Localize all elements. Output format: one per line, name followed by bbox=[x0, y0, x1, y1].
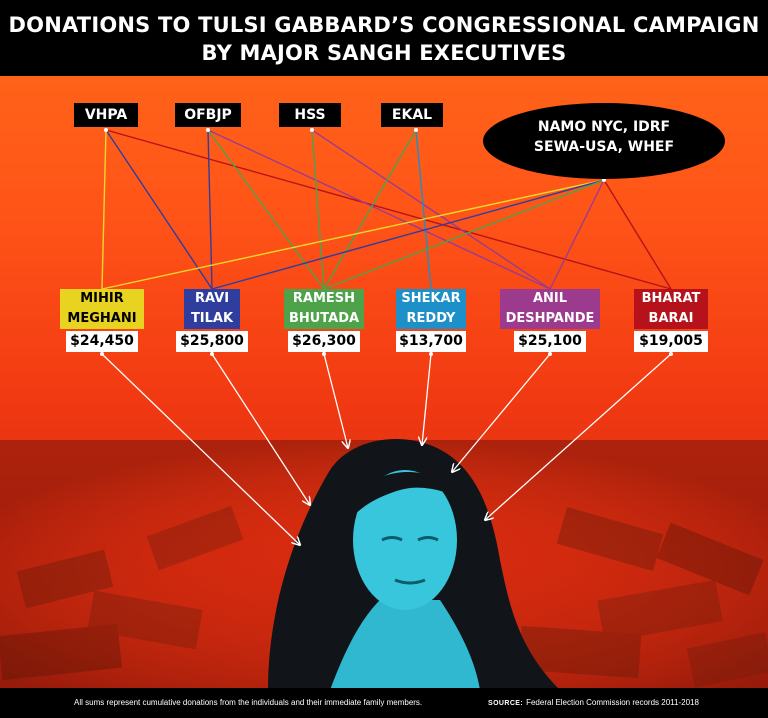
arrow-start-dot-reddy bbox=[429, 352, 433, 356]
arrow-tilak bbox=[211, 353, 310, 505]
amount-deshpande: $25,100 bbox=[514, 331, 586, 352]
title-line-1: DONATIONS TO TULSI GABBARD’S CONGRESSION… bbox=[8, 13, 760, 37]
source-label: SOURCE: bbox=[488, 700, 524, 707]
org-vhpa: VHPA bbox=[74, 103, 138, 127]
person-barai: BHARAT BARAI bbox=[634, 289, 708, 329]
connection-ekal-bhutada bbox=[323, 129, 417, 290]
arrow-start-dot-bhutada bbox=[322, 352, 326, 356]
donation-arrows bbox=[100, 352, 673, 545]
person-last-name: REDDY bbox=[406, 311, 456, 326]
anchor-dot-namo bbox=[602, 178, 606, 182]
arrow-start-dot-meghani bbox=[100, 352, 104, 356]
source-credit: SOURCE: Federal Election Commission recor… bbox=[488, 698, 699, 707]
title-bar: DONATIONS TO TULSI GABBARD’S CONGRESSION… bbox=[0, 0, 768, 76]
person-reddy: SHEKAR REDDY bbox=[396, 289, 466, 329]
anchor-dot-hss bbox=[310, 128, 314, 132]
person-last-name: DESHPANDE bbox=[505, 311, 595, 326]
person-first-name: RAMESH bbox=[292, 291, 356, 306]
arrow-bhutada bbox=[323, 353, 348, 448]
connection-namo-meghani bbox=[101, 179, 605, 290]
connection-namo-deshpande bbox=[549, 179, 605, 290]
banknote-pile bbox=[0, 505, 768, 688]
arrow-deshpande bbox=[452, 353, 551, 472]
connection-namo-tilak bbox=[211, 179, 605, 290]
amount-barai: $19,005 bbox=[634, 331, 708, 352]
arrow-start-dot-barai bbox=[669, 352, 673, 356]
person-meghani: MIHIR MEGHANI bbox=[60, 289, 144, 329]
org-to-person-lines bbox=[101, 128, 672, 290]
person-last-name: BARAI bbox=[648, 311, 694, 326]
org-hss: HSS bbox=[279, 103, 341, 127]
amount-meghani: $24,450 bbox=[66, 331, 138, 352]
connection-ofbjp-bhutada bbox=[207, 129, 325, 290]
person-first-name: MIHIR bbox=[80, 291, 124, 306]
person-first-name: RAVI bbox=[194, 291, 230, 306]
amount-tilak: $25,800 bbox=[176, 331, 248, 352]
org-namo-group: NAMO NYC, IDRF SEWA-USA, WHEF bbox=[483, 103, 725, 179]
arrow-barai bbox=[485, 353, 672, 520]
org-namo-line-2: SEWA-USA, WHEF bbox=[533, 139, 675, 155]
amount-reddy: $13,700 bbox=[396, 331, 466, 352]
person-last-name: MEGHANI bbox=[67, 311, 137, 326]
footnote: All sums represent cumulative donations … bbox=[74, 698, 423, 707]
person-deshpande: ANIL DESHPANDE bbox=[500, 289, 600, 329]
person-tilak: RAVI TILAK bbox=[184, 289, 240, 329]
org-ekal: EKAL bbox=[381, 103, 443, 127]
connection-namo-barai bbox=[603, 179, 672, 290]
connection-hss-deshpande bbox=[311, 129, 551, 290]
portrait-illustration bbox=[268, 438, 560, 690]
connection-namo-bhutada bbox=[323, 179, 605, 290]
person-bhutada: RAMESH BHUTADA bbox=[284, 289, 364, 329]
person-last-name: BHUTADA bbox=[288, 311, 360, 326]
anchor-dot-ofbjp bbox=[206, 128, 210, 132]
connection-vhpa-tilak bbox=[105, 129, 213, 290]
amount-bhutada: $26,300 bbox=[288, 331, 360, 352]
org-ofbjp: OFBJP bbox=[175, 103, 241, 127]
anchor-dot-vhpa bbox=[104, 128, 108, 132]
connection-ekal-reddy bbox=[415, 129, 432, 290]
arrow-meghani bbox=[101, 353, 300, 545]
connection-hss-bhutada bbox=[311, 129, 325, 290]
title-line-2: BY MAJOR SANGH EXECUTIVES bbox=[201, 41, 567, 65]
arrow-start-dot-deshpande bbox=[548, 352, 552, 356]
arrow-start-dot-tilak bbox=[210, 352, 214, 356]
person-first-name: SHEKAR bbox=[401, 291, 461, 306]
person-last-name: TILAK bbox=[190, 311, 234, 326]
connection-vhpa-barai bbox=[105, 129, 672, 290]
connection-ofbjp-deshpande bbox=[207, 129, 551, 290]
connection-ofbjp-tilak bbox=[207, 129, 213, 290]
arrow-reddy bbox=[422, 353, 432, 445]
footer-bar: All sums represent cumulative donations … bbox=[0, 688, 768, 718]
person-first-name: ANIL bbox=[532, 291, 568, 306]
connection-vhpa-meghani bbox=[101, 129, 107, 290]
person-first-name: BHARAT bbox=[641, 291, 701, 306]
org-namo-line-1: NAMO NYC, IDRF bbox=[537, 119, 671, 135]
source-text: Federal Election Commission records 2011… bbox=[526, 698, 699, 707]
anchor-dot-ekal bbox=[414, 128, 418, 132]
